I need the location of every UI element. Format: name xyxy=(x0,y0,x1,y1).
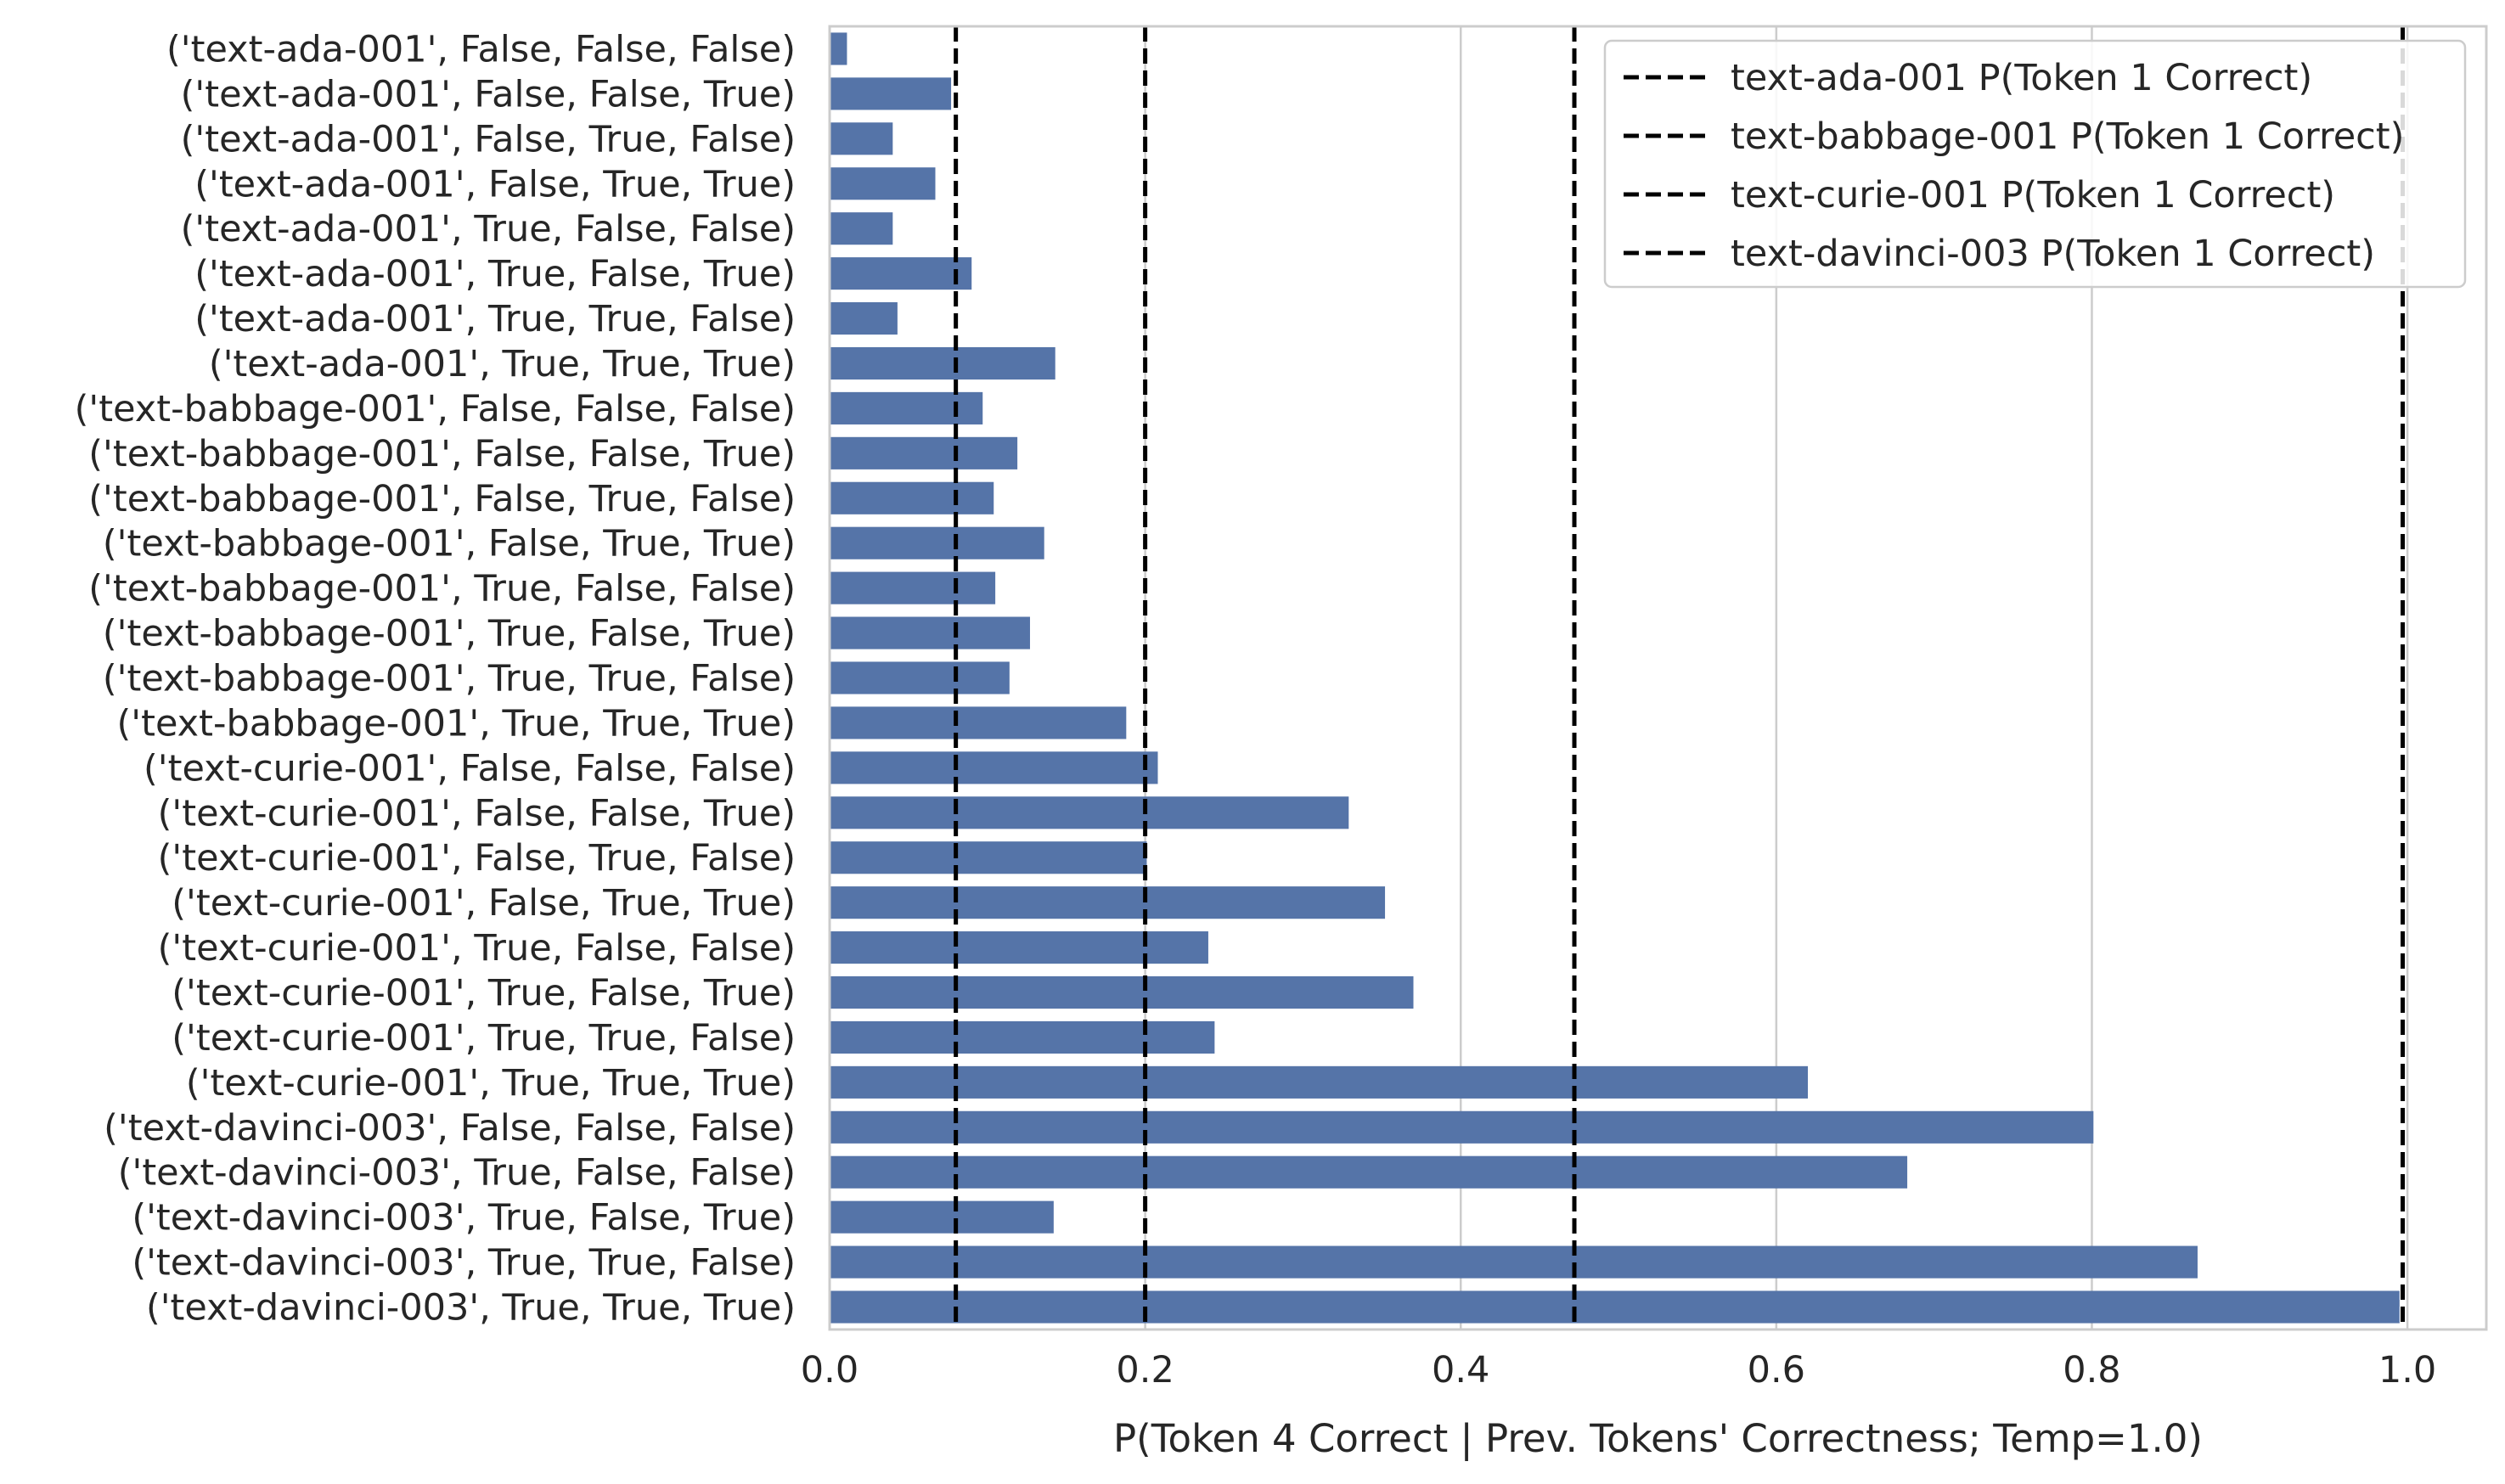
bar xyxy=(830,616,1030,649)
y-tick-label: ('text-ada-001', True, False, True) xyxy=(194,253,796,295)
bars xyxy=(830,32,2400,1324)
y-tick-label: ('text-babbage-001', True, False, False) xyxy=(88,568,796,610)
bar xyxy=(830,1110,2094,1144)
x-tick-label: 0.4 xyxy=(1432,1349,1489,1391)
y-tick-label: ('text-babbage-001', False, True, False) xyxy=(88,478,796,520)
y-tick-label: ('text-ada-001', True, True, True) xyxy=(209,343,796,385)
y-tick-label: ('text-curie-001', True, False, True) xyxy=(172,972,796,1015)
legend-entry-label: text-davinci-003 P(Token 1 Correct) xyxy=(1731,233,2375,275)
y-tick-label: ('text-ada-001', False, False, False) xyxy=(166,28,796,70)
legend-entry-label: text-babbage-001 P(Token 1 Correct) xyxy=(1731,115,2404,158)
y-tick-label: ('text-ada-001', False, False, True) xyxy=(181,73,796,115)
y-tick-label: ('text-ada-001', True, True, False) xyxy=(194,298,796,340)
y-tick-label: ('text-davinci-003', True, False, True) xyxy=(132,1197,796,1239)
x-tick-label: 0.8 xyxy=(2063,1349,2120,1391)
bar xyxy=(830,661,1010,694)
bar xyxy=(830,257,972,290)
y-tick-label: ('text-ada-001', False, True, True) xyxy=(194,163,796,205)
bar xyxy=(830,931,1208,964)
bar xyxy=(830,391,983,424)
bar xyxy=(830,1290,2400,1324)
y-tick-label: ('text-davinci-003', False, False, False… xyxy=(104,1107,796,1150)
y-tick-label: ('text-curie-001', True, False, False) xyxy=(158,927,796,970)
x-tick-label: 0.6 xyxy=(1748,1349,1805,1391)
reference-lines xyxy=(954,26,2406,1329)
y-tick-label: ('text-babbage-001', True, False, True) xyxy=(103,613,796,655)
bar xyxy=(830,706,1127,739)
legend-entry-label: text-curie-001 P(Token 1 Correct) xyxy=(1731,174,2335,216)
bar xyxy=(830,571,996,604)
bar xyxy=(830,212,893,245)
legend-box xyxy=(1603,39,2467,289)
y-tick-label: ('text-babbage-001', False, False, False… xyxy=(75,388,796,430)
y-tick-label: ('text-davinci-003', True, True, False) xyxy=(132,1242,796,1284)
bar xyxy=(830,1245,2198,1279)
y-tick-label: ('text-babbage-001', True, True, False) xyxy=(103,658,796,700)
y-tick-label: ('text-babbage-001', True, True, True) xyxy=(116,702,796,745)
bar xyxy=(830,481,994,514)
y-tick-labels: ('text-ada-001', False, False, False)('t… xyxy=(75,28,796,1329)
bar xyxy=(830,1065,1809,1099)
x-tick-label: 0.2 xyxy=(1116,1349,1174,1391)
y-tick-label: ('text-curie-001', False, False, False) xyxy=(144,747,796,790)
bar xyxy=(830,975,1414,1009)
bar xyxy=(830,886,1386,919)
bar xyxy=(830,32,847,65)
bar xyxy=(830,1200,1054,1234)
bar xyxy=(830,1020,1215,1054)
bar xyxy=(830,526,1044,559)
bar xyxy=(830,751,1158,784)
y-tick-label: ('text-babbage-001', False, True, True) xyxy=(103,523,796,565)
y-tick-label: ('text-curie-001', True, True, True) xyxy=(186,1062,796,1105)
bar xyxy=(830,1155,1908,1189)
y-tick-label: ('text-babbage-001', False, False, True) xyxy=(88,433,796,475)
plot-frame xyxy=(828,25,2488,1331)
y-tick-label: ('text-ada-001', True, False, False) xyxy=(181,208,796,250)
y-tick-label: ('text-curie-001', False, True, True) xyxy=(172,882,796,925)
bar xyxy=(830,77,952,110)
y-tick-label: ('text-curie-001', False, False, True) xyxy=(158,792,796,835)
bar xyxy=(830,436,1018,469)
bar xyxy=(830,346,1055,380)
bar xyxy=(830,841,1147,874)
y-tick-label: ('text-ada-001', False, True, False) xyxy=(181,118,796,160)
x-tick-label: 1.0 xyxy=(2378,1349,2436,1391)
y-tick-label: ('text-curie-001', False, True, False) xyxy=(158,837,796,880)
y-tick-label: ('text-curie-001', True, True, False) xyxy=(172,1017,796,1060)
x-tick-label: 0.0 xyxy=(801,1349,858,1391)
legend: text-ada-001 P(Token 1 Correct) text-babb… xyxy=(1603,39,2467,289)
bar xyxy=(830,796,1349,829)
bar xyxy=(830,122,893,155)
y-tick-label: ('text-davinci-003', True, True, True) xyxy=(146,1287,796,1329)
bar xyxy=(830,301,898,335)
x-axis-title: P(Token 4 Correct | Prev. Tokens' Correc… xyxy=(1113,1416,2203,1461)
x-tick-labels: 0.0 0.2 0.4 0.6 0.8 1.0 xyxy=(801,1349,2436,1391)
legend-entry-label: text-ada-001 P(Token 1 Correct) xyxy=(1731,57,2312,99)
y-tick-label: ('text-davinci-003', True, False, False) xyxy=(118,1152,796,1195)
bar xyxy=(830,167,936,200)
